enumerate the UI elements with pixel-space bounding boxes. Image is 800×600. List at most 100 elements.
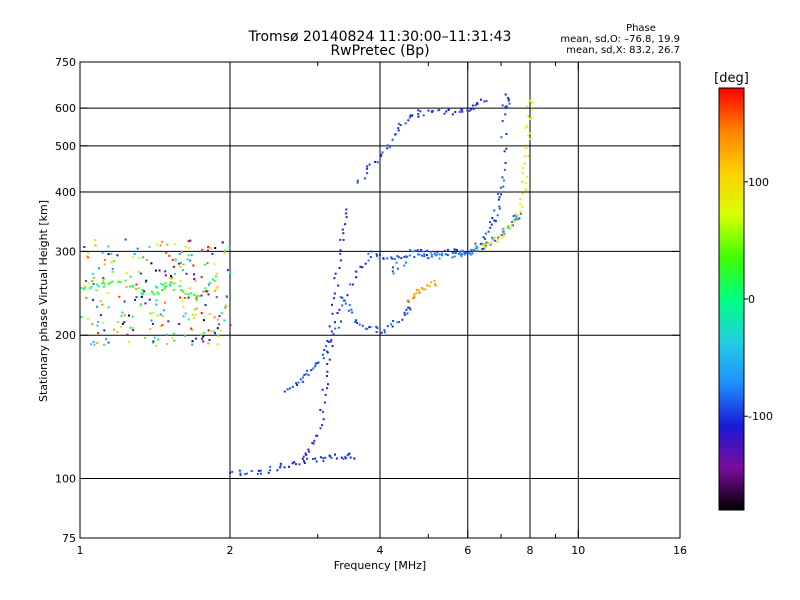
echo-point: [349, 283, 352, 286]
echo-point: [331, 303, 333, 306]
echo-point: [111, 268, 114, 270]
echo-point: [406, 255, 409, 258]
echo-point: [105, 338, 108, 341]
echo-point: [216, 343, 219, 346]
echo-point: [367, 252, 370, 255]
echo-point: [212, 330, 215, 333]
echo-point: [500, 234, 503, 236]
echo-trace: [82, 275, 217, 302]
echo-point: [345, 216, 348, 219]
echo-point: [193, 317, 196, 320]
echo-point: [151, 291, 154, 294]
echo-point: [306, 369, 309, 372]
echo-point: [498, 196, 501, 199]
echo-point: [529, 118, 532, 121]
echo-point: [291, 462, 294, 465]
echo-point: [481, 248, 484, 251]
echo-point: [165, 251, 168, 254]
echo-point: [515, 218, 518, 221]
echo-point: [422, 114, 425, 117]
echo-point: [349, 456, 352, 459]
echo-point: [276, 469, 279, 472]
echo-point: [155, 299, 158, 302]
echo-point: [217, 335, 220, 338]
echo-point: [303, 460, 305, 463]
echo-point: [504, 107, 507, 110]
echo-point: [391, 325, 394, 328]
chart-title-line1: Tromsø 20140824 11:30:00–11:31:43: [248, 29, 512, 45]
echo-point: [326, 387, 328, 390]
y-axis-label: Stationary phase Virtual Height [km]: [37, 200, 50, 402]
echo-point: [110, 252, 113, 255]
echo-point: [195, 299, 198, 302]
echo-point: [239, 474, 242, 477]
echo-point: [415, 292, 418, 295]
echo-point: [124, 238, 127, 241]
echo-point: [485, 241, 488, 244]
echo-point: [521, 205, 524, 208]
echo-point: [401, 318, 404, 321]
echo-point: [208, 339, 211, 341]
echo-point: [187, 246, 190, 249]
echo-point: [391, 138, 394, 141]
echo-point: [391, 257, 394, 260]
echo-point: [102, 278, 105, 281]
echo-point: [101, 251, 104, 254]
echo-point: [128, 314, 130, 317]
echo-point: [408, 254, 411, 257]
echo-point: [484, 244, 487, 247]
echo-point: [215, 296, 218, 299]
echo-point: [521, 180, 524, 183]
echo-point: [476, 102, 479, 105]
echo-trace: [406, 279, 437, 303]
echo-point: [202, 335, 205, 338]
echo-point: [451, 256, 454, 259]
echo-point: [181, 251, 183, 253]
echo-point: [121, 311, 124, 314]
echo-point: [229, 324, 232, 327]
echo-point: [163, 287, 166, 290]
echo-point: [139, 272, 142, 275]
echo-point: [398, 321, 401, 323]
echo-point: [489, 226, 492, 229]
echo-point: [162, 284, 165, 286]
echo-point: [376, 161, 379, 164]
echo-point: [213, 289, 216, 292]
echo-point: [160, 282, 163, 285]
echo-point: [502, 227, 505, 230]
echo-point: [191, 343, 194, 346]
echo-point: [514, 213, 517, 216]
echo-point: [384, 331, 386, 334]
echo-point: [484, 232, 487, 235]
echo-point: [129, 275, 132, 278]
echo-point: [356, 321, 359, 324]
colorbar-tick-label: -100: [748, 410, 773, 423]
echo-point: [507, 226, 510, 229]
echo-point: [375, 325, 378, 328]
echo-point: [483, 100, 486, 103]
echo-point: [333, 297, 335, 300]
echo-point: [338, 266, 341, 269]
echo-point: [453, 255, 456, 258]
echo-point: [526, 105, 528, 108]
echo-point: [301, 457, 304, 460]
echo-point: [404, 122, 407, 125]
y-tick-label: 750: [55, 56, 76, 69]
echo-point: [161, 324, 164, 327]
echo-point: [496, 241, 499, 243]
echo-point: [333, 292, 336, 295]
echo-point: [523, 162, 526, 165]
echo-point: [215, 288, 218, 290]
echo-point: [85, 280, 87, 282]
echo-point: [152, 312, 155, 315]
echo-point: [201, 248, 204, 251]
echo-point: [313, 439, 316, 442]
echo-point: [223, 319, 226, 322]
echo-point: [339, 259, 342, 262]
echo-point: [421, 254, 424, 257]
echo-point: [154, 285, 157, 288]
echo-point: [329, 340, 332, 343]
echo-point: [173, 339, 176, 342]
echo-point: [169, 277, 172, 280]
echo-point: [104, 263, 106, 266]
